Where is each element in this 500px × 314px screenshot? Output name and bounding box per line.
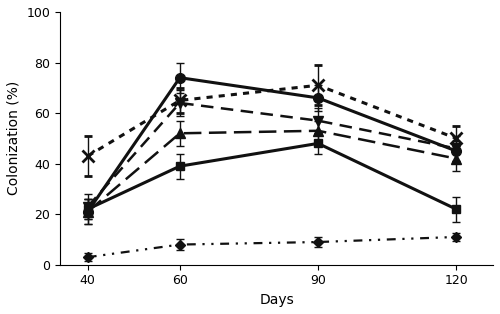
Y-axis label: Colonization (%): Colonization (%) — [7, 81, 21, 196]
X-axis label: Days: Days — [259, 293, 294, 307]
